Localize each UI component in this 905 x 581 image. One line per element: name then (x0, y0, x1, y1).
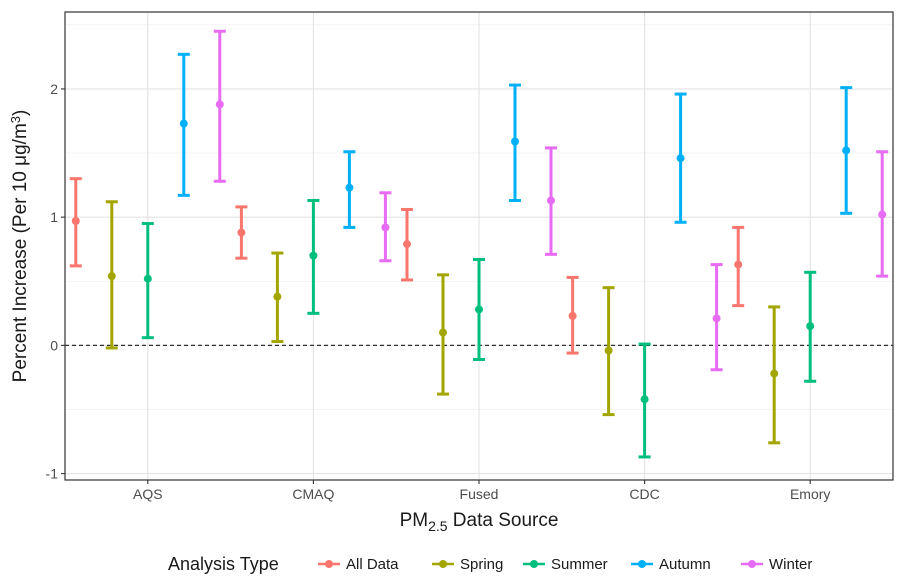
errorbar-all-data (235, 205, 248, 260)
errorbar-winter (379, 191, 392, 263)
point-estimate (712, 314, 721, 323)
errorbar-summer (473, 257, 485, 361)
errorbar-winter (710, 263, 723, 372)
legend-label: Winter (769, 556, 812, 573)
axis-ticks: -1 0 1 2 AQS CMAQ Fused CDC Emory (46, 81, 831, 502)
point-estimate (878, 210, 887, 219)
errorbar-summer (804, 270, 817, 383)
errorbar-spring (105, 200, 118, 350)
errorbar-spring (768, 305, 781, 445)
legend-label: Autumn (659, 556, 711, 573)
x-axis-title: PM2.5 Data Source (400, 510, 559, 534)
legend: Analysis Type All Data Spring Summer Autumn… (168, 554, 812, 574)
x-tick-label: CDC (629, 486, 659, 502)
legend-label: Spring (460, 556, 503, 573)
errorbar-autumn (674, 92, 687, 224)
point-estimate (842, 146, 851, 155)
point-estimate (403, 240, 411, 249)
point-estimate (676, 154, 685, 163)
y-tick-label: 2 (50, 81, 58, 97)
legend-label: All Data (346, 556, 399, 573)
point-estimate (568, 311, 577, 320)
errorbar-all-data (732, 225, 745, 308)
legend-key-point (439, 560, 447, 568)
errorbar-winter (876, 150, 889, 278)
legend-label: Summer (551, 556, 608, 573)
y-axis-title: Percent Increase (Per 10 μg/m3) (8, 110, 31, 383)
legend-item-summer: Summer (523, 556, 608, 573)
errorbar-spring (602, 286, 615, 417)
legend-key-point (638, 560, 646, 568)
point-estimate (604, 346, 613, 355)
point-estimate (309, 251, 318, 260)
errorbar-spring (271, 251, 284, 344)
point-estimate (770, 369, 779, 378)
errorbar-summer (141, 222, 154, 340)
y-tick-label: 0 (50, 337, 58, 353)
errorbar-summer (307, 198, 320, 315)
errorbar-winter (213, 29, 226, 183)
grid-lines (65, 12, 893, 480)
point-estimate (547, 196, 555, 205)
point-estimate (734, 260, 743, 269)
x-tick-label: Emory (790, 486, 830, 502)
legend-key-point (748, 560, 756, 568)
legend-item-spring: Spring (432, 556, 503, 573)
point-estimate (179, 119, 188, 128)
point-estimate (237, 228, 246, 237)
errorbar-autumn (509, 83, 521, 202)
legend-item-all-data: All Data (318, 556, 399, 573)
point-estimate (143, 274, 152, 283)
point-estimate (381, 223, 390, 232)
point-estimate (215, 100, 224, 109)
point-estimate (71, 216, 80, 225)
error-bars (69, 29, 889, 459)
point-estimate (475, 305, 483, 314)
errorbar-all-data (401, 207, 413, 282)
point-estimate (273, 292, 282, 301)
errorbar-autumn (343, 150, 356, 229)
y-tick-label: 1 (50, 209, 58, 225)
point-estimate (511, 137, 519, 146)
point-estimate (806, 322, 815, 331)
x-tick-label: Fused (460, 486, 499, 502)
legend-key-point (530, 560, 538, 568)
y-tick-label: -1 (46, 466, 59, 482)
point-estimate (107, 272, 116, 281)
errorbar-autumn (177, 52, 190, 197)
errorbar-autumn (840, 86, 853, 215)
errorbar-all-data (69, 177, 82, 268)
x-tick-label: CMAQ (292, 486, 334, 502)
legend-key-point (325, 560, 333, 568)
errorbar-summer (638, 342, 651, 459)
point-estimate (439, 328, 447, 337)
errorbar-all-data (566, 275, 579, 355)
legend-item-winter: Winter (741, 556, 812, 573)
point-estimate (640, 395, 649, 404)
point-estimate (345, 183, 354, 192)
legend-title: Analysis Type (168, 554, 279, 574)
errorbar-spring (437, 273, 449, 396)
errorbar-winter (545, 146, 557, 256)
legend-item-autumn: Autumn (631, 556, 711, 573)
x-tick-label: AQS (133, 486, 163, 502)
